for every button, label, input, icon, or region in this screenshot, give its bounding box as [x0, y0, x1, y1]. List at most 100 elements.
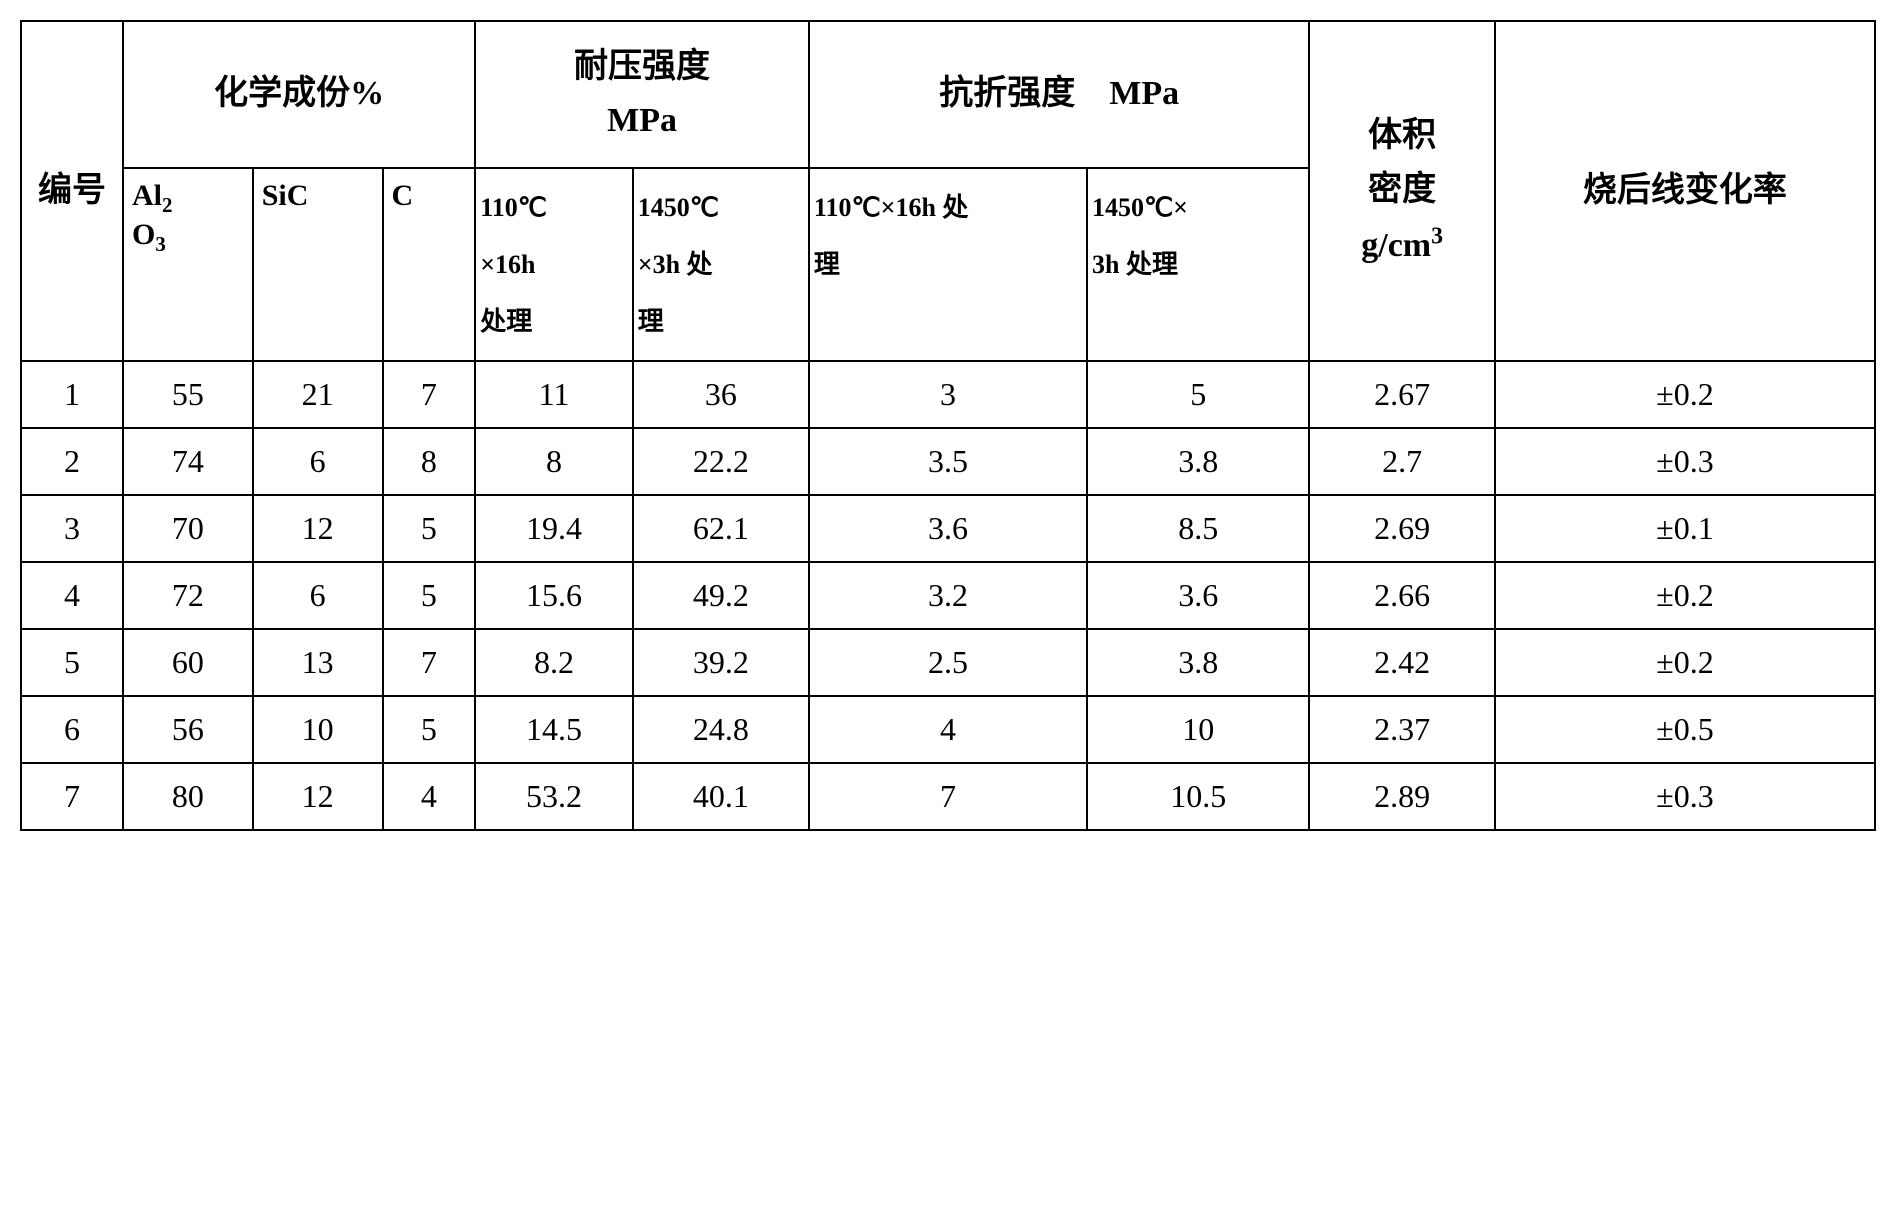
label-text: 烧后线变化率: [1583, 172, 1787, 209]
cell-cp1450: 40.1: [633, 763, 809, 830]
cell-cp110: 8.2: [475, 629, 633, 696]
cell-lc: ±0.3: [1495, 428, 1875, 495]
cell-al: 60: [123, 629, 253, 696]
label-line: 理: [638, 307, 664, 336]
label-text: 抗折强度 MPa: [939, 75, 1179, 112]
cell-fl1450: 10.5: [1087, 763, 1309, 830]
cell-dens: 2.66: [1309, 562, 1494, 629]
label-line: 110℃×16h 处: [814, 193, 969, 222]
label-line: 1450℃×: [1092, 193, 1188, 222]
cell-al: 80: [123, 763, 253, 830]
cell-al: 74: [123, 428, 253, 495]
cell-fl1450: 8.5: [1087, 495, 1309, 562]
table-body: 1552171136352.67±0.227468822.23.53.82.7±…: [21, 361, 1875, 830]
header-compress-group: 耐压强度MPa: [475, 21, 809, 168]
label-text: 体积密度g/cm3: [1361, 117, 1443, 264]
label-line: 理: [814, 250, 840, 279]
cell-dens: 2.69: [1309, 495, 1494, 562]
header-flexural-group: 抗折强度 MPa: [809, 21, 1310, 168]
cell-n: 7: [21, 763, 123, 830]
header-al2o3: Al2O3: [123, 168, 253, 362]
cell-al: 72: [123, 562, 253, 629]
cell-cp1450: 22.2: [633, 428, 809, 495]
cell-fl110: 2.5: [809, 629, 1087, 696]
label-line: ×16h: [480, 250, 535, 279]
label-text: 耐压强度MPa: [574, 48, 710, 139]
cell-n: 6: [21, 696, 123, 763]
cell-n: 4: [21, 562, 123, 629]
cell-lc: ±0.2: [1495, 562, 1875, 629]
label-text: 编号: [38, 172, 106, 209]
cell-dens: 2.37: [1309, 696, 1494, 763]
label-text: SiC: [262, 179, 309, 212]
cell-sic: 6: [253, 562, 383, 629]
header-density: 体积密度g/cm3: [1309, 21, 1494, 361]
cell-dens: 2.7: [1309, 428, 1494, 495]
cell-fl1450: 3.8: [1087, 629, 1309, 696]
cell-fl110: 3.2: [809, 562, 1087, 629]
cell-lc: ±0.1: [1495, 495, 1875, 562]
header-flexural-110: 110℃×16h 处 理: [809, 168, 1087, 362]
cell-lc: ±0.5: [1495, 696, 1875, 763]
label-line: 处理: [480, 307, 532, 336]
table-row: 27468822.23.53.82.7±0.3: [21, 428, 1875, 495]
header-linechange: 烧后线变化率: [1495, 21, 1875, 361]
cell-lc: ±0.3: [1495, 763, 1875, 830]
cell-c: 5: [383, 696, 476, 763]
cell-c: 8: [383, 428, 476, 495]
cell-cp110: 53.2: [475, 763, 633, 830]
cell-n: 2: [21, 428, 123, 495]
cell-fl110: 4: [809, 696, 1087, 763]
cell-cp1450: 49.2: [633, 562, 809, 629]
cell-cp110: 19.4: [475, 495, 633, 562]
cell-cp110: 14.5: [475, 696, 633, 763]
cell-fl110: 3.5: [809, 428, 1087, 495]
cell-c: 7: [383, 361, 476, 428]
data-table: 编号 化学成份% 耐压强度MPa 抗折强度 MPa 体积密度g/cm3 烧后线变…: [20, 20, 1876, 831]
cell-cp1450: 24.8: [633, 696, 809, 763]
cell-cp110: 8: [475, 428, 633, 495]
cell-c: 5: [383, 495, 476, 562]
cell-c: 4: [383, 763, 476, 830]
cell-sic: 6: [253, 428, 383, 495]
cell-sic: 10: [253, 696, 383, 763]
label-text: Al2O3: [132, 179, 173, 251]
label-text: C: [392, 179, 414, 212]
cell-sic: 13: [253, 629, 383, 696]
cell-c: 5: [383, 562, 476, 629]
header-c: C: [383, 168, 476, 362]
cell-al: 56: [123, 696, 253, 763]
cell-fl1450: 5: [1087, 361, 1309, 428]
header-compress-110: 110℃ ×16h 处理: [475, 168, 633, 362]
label-line: 110℃: [480, 193, 547, 222]
cell-sic: 21: [253, 361, 383, 428]
cell-lc: ±0.2: [1495, 361, 1875, 428]
cell-sic: 12: [253, 763, 383, 830]
table-row: 5601378.239.22.53.82.42±0.2: [21, 629, 1875, 696]
cell-al: 55: [123, 361, 253, 428]
label-line: 1450℃: [638, 193, 719, 222]
header-number: 编号: [21, 21, 123, 361]
cell-dens: 2.67: [1309, 361, 1494, 428]
cell-cp1450: 62.1: [633, 495, 809, 562]
header-flexural-1450: 1450℃× 3h 处理: [1087, 168, 1309, 362]
cell-cp1450: 36: [633, 361, 809, 428]
cell-fl110: 3.6: [809, 495, 1087, 562]
cell-fl110: 7: [809, 763, 1087, 830]
table-row: 4726515.649.23.23.62.66±0.2: [21, 562, 1875, 629]
cell-n: 3: [21, 495, 123, 562]
cell-fl1450: 3.8: [1087, 428, 1309, 495]
cell-cp110: 11: [475, 361, 633, 428]
header-chem-group: 化学成份%: [123, 21, 475, 168]
table-row: 1552171136352.67±0.2: [21, 361, 1875, 428]
cell-n: 5: [21, 629, 123, 696]
cell-fl1450: 10: [1087, 696, 1309, 763]
cell-dens: 2.42: [1309, 629, 1494, 696]
header-compress-1450: 1450℃ ×3h 处 理: [633, 168, 809, 362]
label-line: 3h 处理: [1092, 250, 1178, 279]
cell-fl110: 3: [809, 361, 1087, 428]
cell-sic: 12: [253, 495, 383, 562]
cell-fl1450: 3.6: [1087, 562, 1309, 629]
label-line: ×3h 处: [638, 250, 713, 279]
cell-cp110: 15.6: [475, 562, 633, 629]
